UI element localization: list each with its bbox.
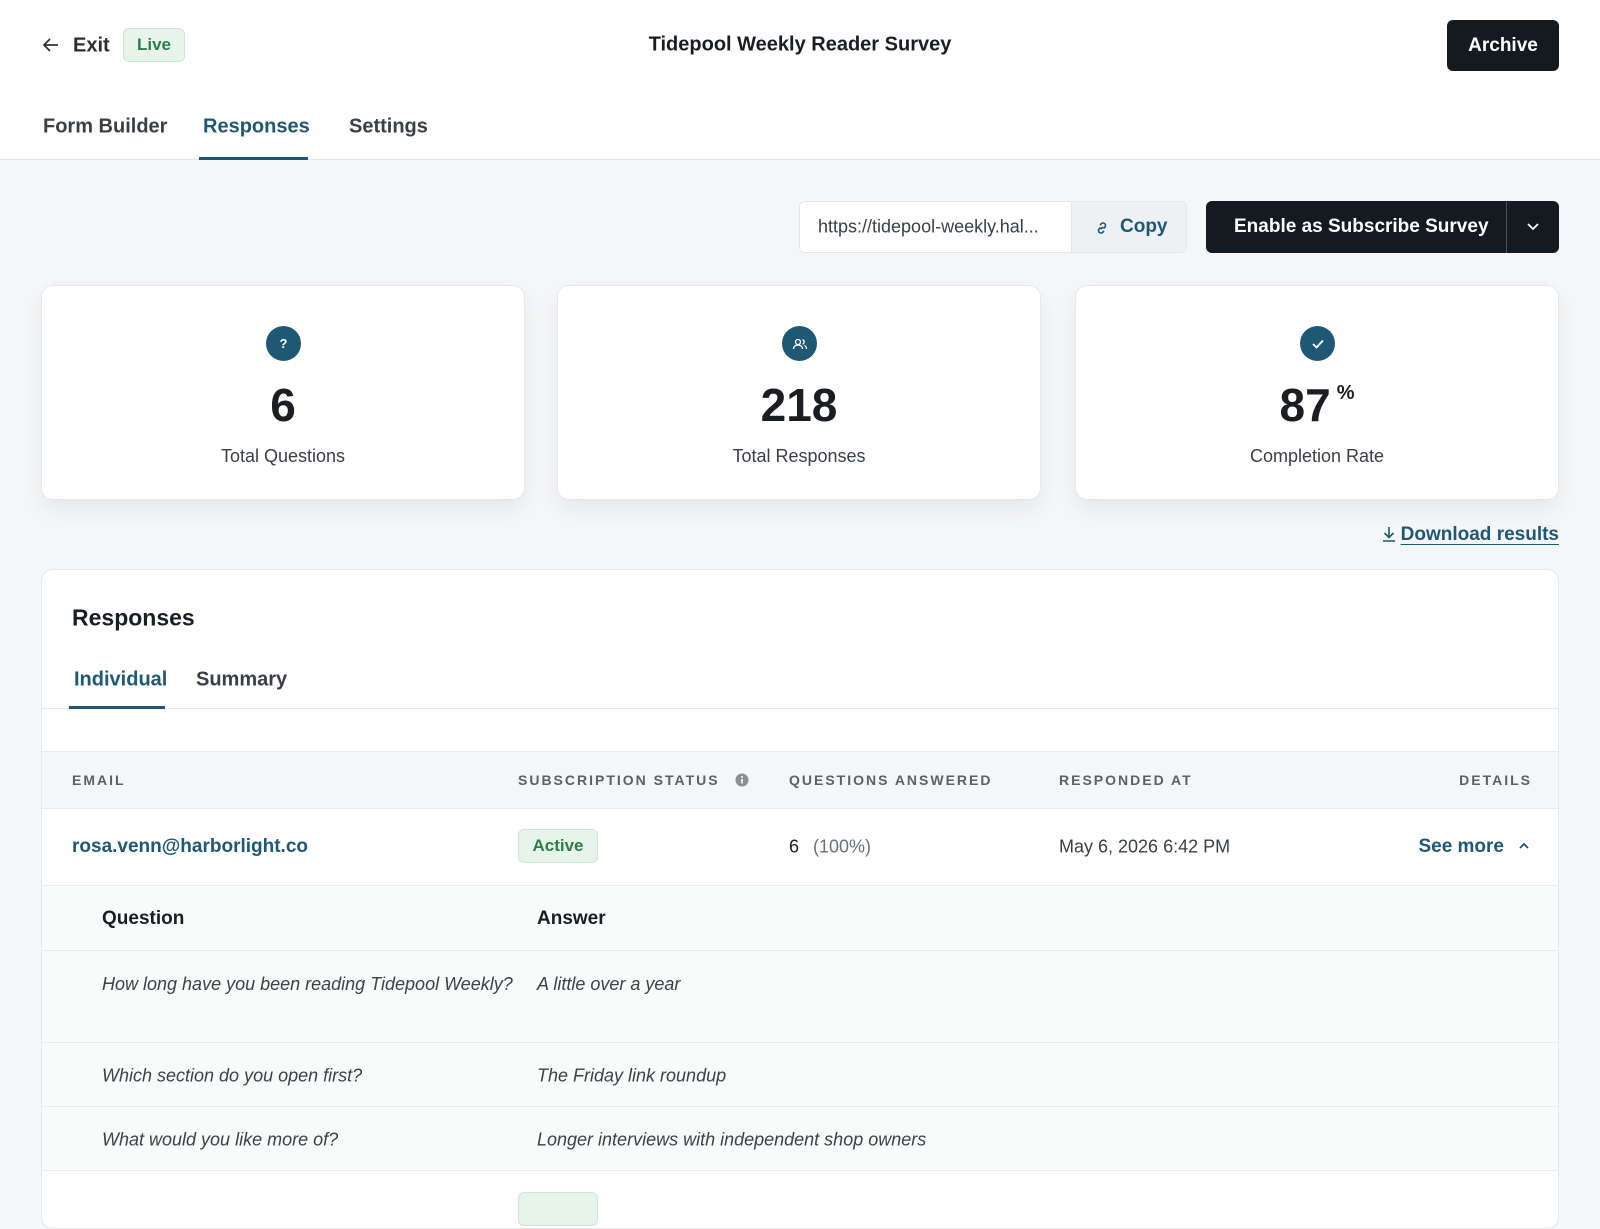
answered: 6 xyxy=(789,836,800,857)
qa-row: How long have you been reading Tidepool … xyxy=(42,950,1558,1042)
answer: Longer interviews with independent shop … xyxy=(537,1129,927,1150)
status-badge: Live xyxy=(123,28,185,62)
qa-row: Which section do you open first? The Fri… xyxy=(42,1042,1558,1106)
divider xyxy=(1506,201,1507,253)
stat-card: 87% Completion Rate xyxy=(1075,285,1559,500)
tab-underline xyxy=(199,157,308,160)
archive-button[interactable]: Archive xyxy=(1447,20,1559,71)
copy-button[interactable]: Copy xyxy=(1071,202,1186,252)
question-icon: ? xyxy=(266,326,301,361)
stat-unit: % xyxy=(1336,382,1355,404)
stat-value: 87 xyxy=(1279,379,1331,431)
answer: A little over a year xyxy=(537,974,681,994)
tab[interactable]: Settings xyxy=(349,115,428,138)
answer: The Friday link roundup xyxy=(537,1065,727,1086)
stat-card: 218 Total Responses xyxy=(557,285,1041,500)
question: What would you like more of? xyxy=(102,1129,339,1150)
column-header: SUBSCRIPTION STATUS xyxy=(518,772,720,788)
qa-header-answer: Answer xyxy=(537,908,606,929)
status-badge: Active xyxy=(518,829,598,863)
download-icon xyxy=(1383,527,1395,542)
stat-value-wrap: 87% xyxy=(1076,378,1558,432)
responded-at: May 6, 2026 6:42 PM xyxy=(1059,836,1231,857)
subtab-active[interactable]: Individual xyxy=(74,668,168,691)
link-icon xyxy=(1097,222,1107,234)
download-link[interactable]: Download results xyxy=(1400,524,1559,545)
question: How long have you been reading Tidepool … xyxy=(102,974,513,994)
email[interactable]: rosa.venn@harborlight.co xyxy=(72,836,309,857)
survey-title: Tidepool Weekly Reader Survey xyxy=(648,33,952,56)
subtab-underline xyxy=(69,706,165,709)
see-more[interactable]: See more xyxy=(1418,836,1504,857)
responses-panel: Responses Individual Summary EMAIL SUBSC… xyxy=(41,569,1559,1229)
tab-active[interactable]: Responses xyxy=(203,115,310,138)
back-icon[interactable] xyxy=(42,37,60,53)
stat-card: ? 6 Total Questions xyxy=(41,285,525,500)
share-box: https://tidepool-weekly.hal... Copy xyxy=(799,201,1187,253)
copy-label: Copy xyxy=(1120,216,1168,237)
question: Which section do you open first? xyxy=(102,1065,363,1086)
divider xyxy=(42,708,1558,709)
status-badge xyxy=(518,1192,598,1226)
stat-label: Completion Rate xyxy=(1249,446,1385,466)
info-icon[interactable] xyxy=(735,773,749,787)
panel-title: Responses xyxy=(72,604,195,631)
people-icon xyxy=(782,326,817,361)
stat-value: 6 xyxy=(270,379,296,431)
stat-value: 218 xyxy=(760,379,838,431)
column-header: RESPONDED AT xyxy=(1059,772,1193,788)
tab[interactable]: Form Builder xyxy=(43,115,168,138)
enable-button[interactable]: Enable as Subscribe Survey xyxy=(1206,201,1559,253)
chevron-icon[interactable] xyxy=(1526,221,1540,233)
share-url: https://tidepool-weekly.hal... xyxy=(818,216,1039,237)
stat-label: Total Questions xyxy=(220,446,346,466)
qa-header: Question Answer xyxy=(42,885,1558,950)
enable-label: Enable as Subscribe Survey xyxy=(1234,216,1489,237)
top-bar: Exit Live Tidepool Weekly Reader Survey … xyxy=(0,0,1600,160)
stat-label: Total Responses xyxy=(732,446,866,466)
table-header: EMAIL SUBSCRIPTION STATUS QUESTIONS ANSW… xyxy=(42,751,1558,809)
qa-header-question: Question xyxy=(102,908,185,929)
table-row: rosa.venn@harborlight.co Active 6 (100%)… xyxy=(42,809,1558,885)
exit-link[interactable]: Exit xyxy=(73,34,110,57)
subtab[interactable]: Summary xyxy=(196,668,288,691)
qa-row: What would you like more of? Longer inte… xyxy=(42,1106,1558,1171)
chevron-up[interactable] xyxy=(1518,841,1530,851)
check-icon xyxy=(1300,326,1335,361)
column-header: DETAILS xyxy=(1459,772,1532,788)
column-header: QUESTIONS ANSWERED xyxy=(789,772,993,788)
answered-percent: (100%) xyxy=(813,836,872,857)
column-header: EMAIL xyxy=(72,772,126,788)
